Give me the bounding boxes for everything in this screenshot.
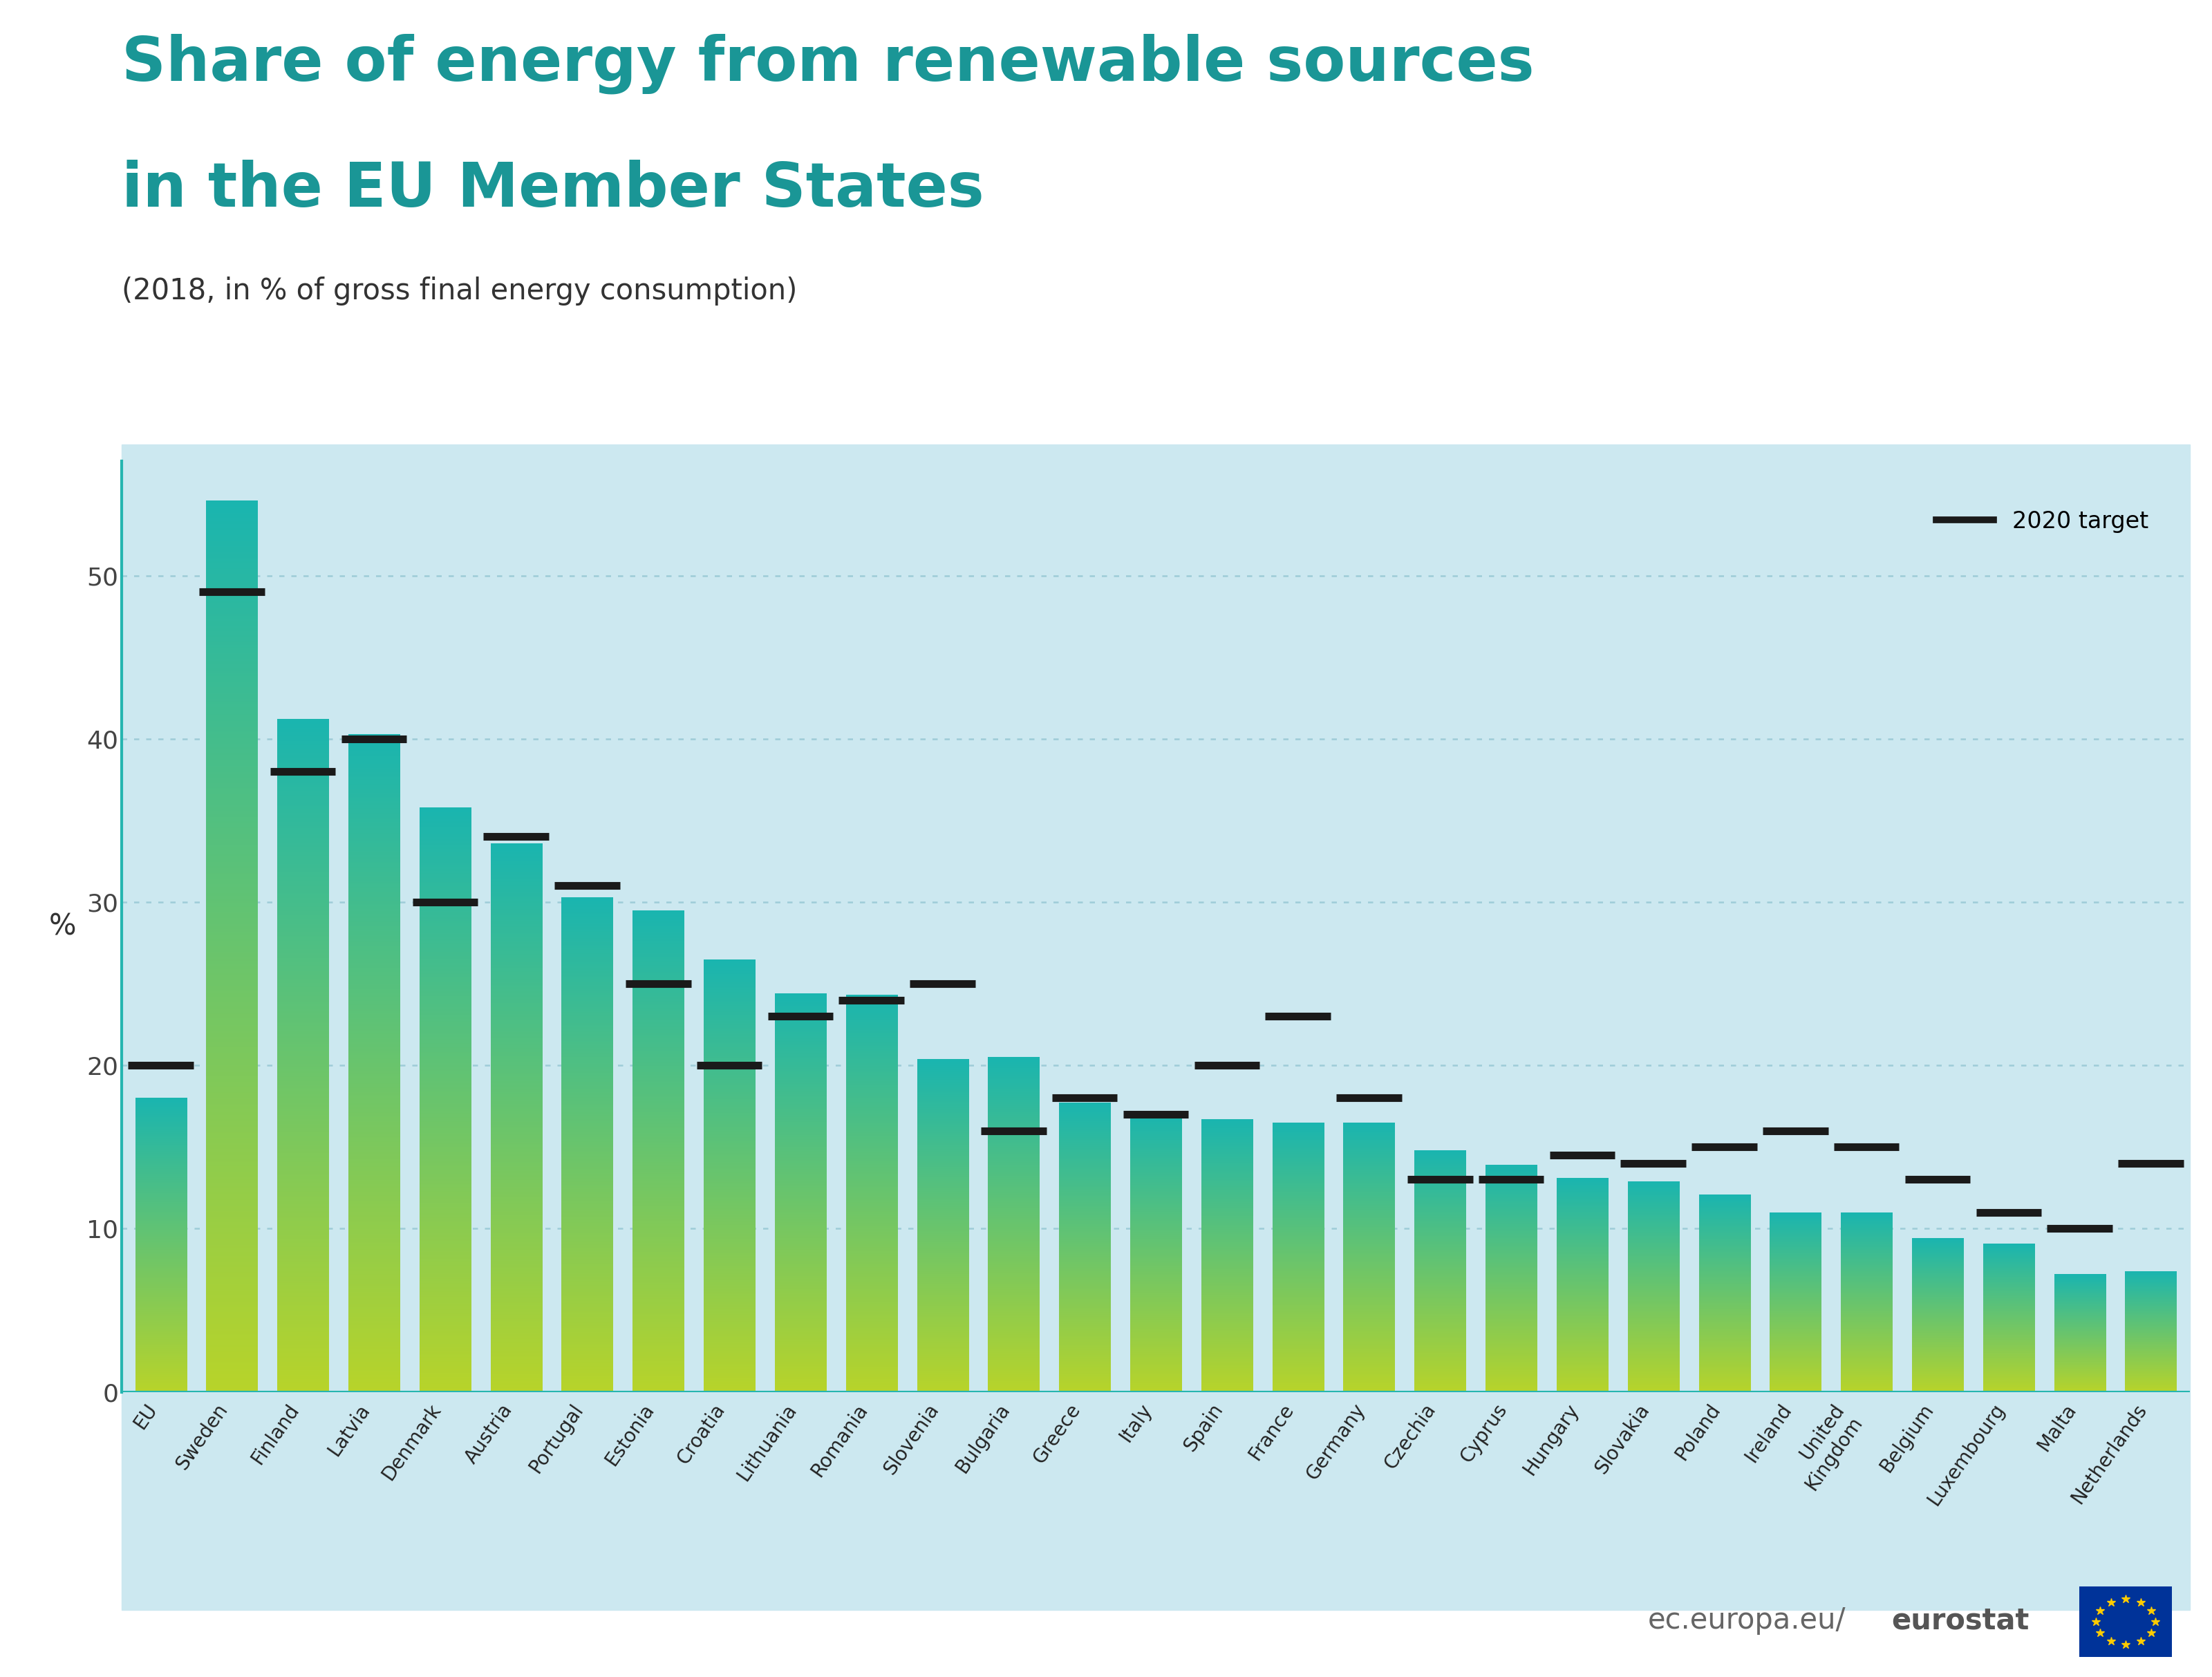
Text: Luxembourg: Luxembourg: [1924, 1400, 2008, 1509]
Text: Cyprus: Cyprus: [1458, 1400, 1511, 1466]
Y-axis label: %: %: [49, 912, 75, 941]
Text: Hungary: Hungary: [1520, 1400, 1582, 1479]
Text: United
Kingdom: United Kingdom: [1783, 1400, 1867, 1494]
Text: Italy: Italy: [1117, 1400, 1157, 1446]
Text: Czechia: Czechia: [1380, 1400, 1440, 1472]
Text: ec.europa.eu/: ec.europa.eu/: [1648, 1607, 1847, 1635]
Text: Malta: Malta: [2033, 1400, 2079, 1454]
Text: Sweden: Sweden: [173, 1400, 232, 1474]
Text: (2018, in % of gross final energy consumption): (2018, in % of gross final energy consum…: [122, 277, 796, 305]
Text: eurostat: eurostat: [1891, 1607, 2028, 1635]
Text: Poland: Poland: [1672, 1400, 1725, 1464]
Text: Portugal: Portugal: [526, 1400, 586, 1476]
Text: Share of energy from renewable sources: Share of energy from renewable sources: [122, 34, 1535, 94]
Text: Finland: Finland: [248, 1400, 303, 1467]
Text: Romania: Romania: [807, 1400, 872, 1481]
Text: Netherlands: Netherlands: [2068, 1400, 2150, 1508]
Text: Denmark: Denmark: [378, 1400, 445, 1484]
Text: Croatia: Croatia: [675, 1400, 730, 1467]
Text: Latvia: Latvia: [325, 1400, 374, 1459]
Text: Slovakia: Slovakia: [1590, 1400, 1652, 1477]
Text: Belgium: Belgium: [1876, 1400, 1938, 1476]
Text: Ireland: Ireland: [1741, 1400, 1796, 1466]
Text: Austria: Austria: [462, 1400, 515, 1467]
Text: in the EU Member States: in the EU Member States: [122, 159, 984, 220]
Legend: 2020 target: 2020 target: [1927, 501, 2157, 542]
Text: Spain: Spain: [1181, 1400, 1228, 1456]
Text: Germany: Germany: [1303, 1400, 1369, 1484]
Text: Slovenia: Slovenia: [880, 1400, 942, 1477]
Text: France: France: [1245, 1400, 1298, 1464]
Text: EU: EU: [131, 1400, 161, 1432]
Text: Bulgaria: Bulgaria: [951, 1400, 1013, 1477]
Text: Lithuania: Lithuania: [734, 1400, 801, 1484]
Text: Greece: Greece: [1031, 1400, 1084, 1467]
Text: Estonia: Estonia: [602, 1400, 659, 1469]
